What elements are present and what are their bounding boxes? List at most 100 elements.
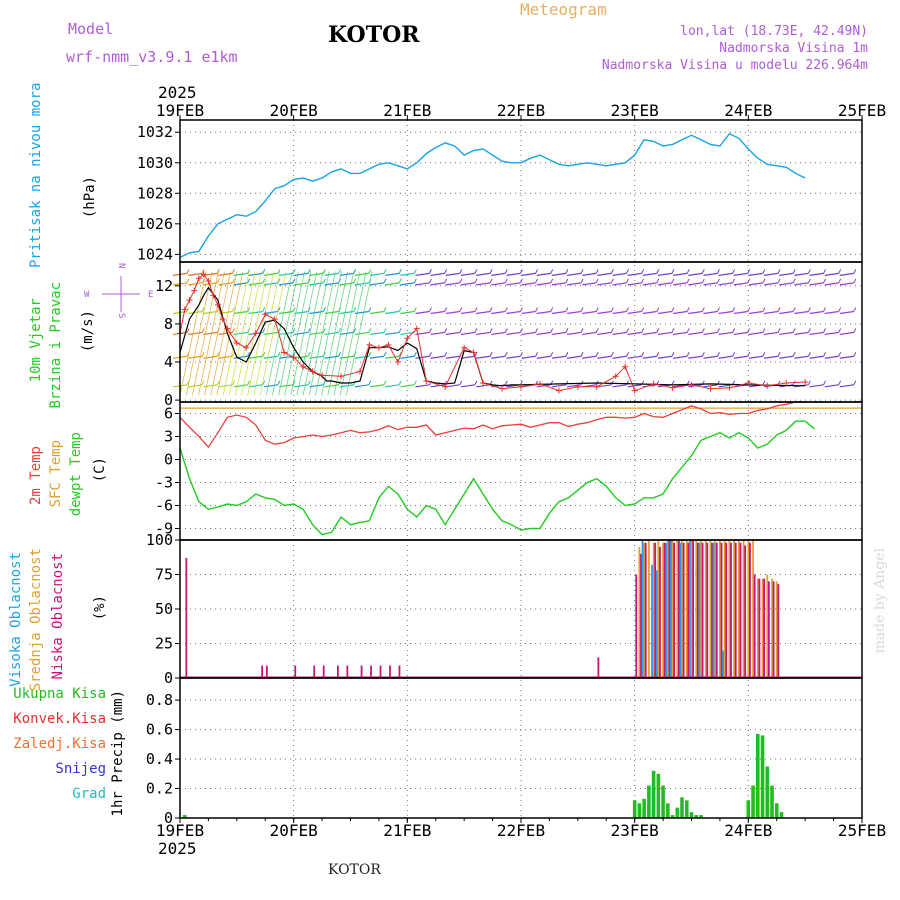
wind-barb-flag [565,278,569,284]
precip-bar [684,800,689,818]
wind-hatch [345,271,373,396]
wind-barb-flag [686,328,690,333]
wind-barb-flag [626,269,629,274]
wind-barb [415,272,430,276]
wind-barb [324,272,339,276]
gust-marker [356,368,363,375]
wind-barb [385,384,400,388]
wind-barb-flag [732,307,736,312]
wind-barb-flag [823,278,826,284]
precip-bar [647,785,651,818]
gust-marker [612,373,619,380]
wind-barb-flag [823,380,826,386]
wind-barb [612,282,627,286]
wind-barb [491,282,506,286]
wind-barb [688,355,703,359]
wind-hatch [179,271,207,396]
wind-barb [400,272,415,276]
gust-marker [366,341,373,348]
gust-marker [252,330,259,337]
wind-barb-flag [701,328,705,333]
wind-barb-flag [656,328,660,333]
wind-barb-flag [595,278,599,284]
wind-barb [521,355,536,359]
wind-barb-flag [853,352,857,357]
wind-barb [188,384,203,388]
y-tick-label-pressure: 1032 [137,123,173,141]
wind-barb-flag [626,352,629,357]
wind-barb-flag [535,352,539,357]
wind-barb-flag [353,278,357,284]
wind-barb-flag [216,380,220,386]
y-tick-label-precip: 0.6 [146,721,173,739]
y-tick-label-pressure: 1028 [137,184,173,202]
wind-barb-flag [504,352,508,357]
wind-barb [294,331,309,336]
wind-barb [612,384,627,388]
wind-barb-flag [504,328,508,333]
wind-barb-flag [610,269,614,274]
wind-barb [476,331,491,336]
wind-barb [385,355,400,359]
wind-barb [415,384,430,388]
wind-barb-flag [216,352,220,357]
wind-hatch [235,271,262,396]
wind-hatch [198,271,225,396]
wind-barb [657,282,673,286]
wind-barb [809,310,824,315]
wind-barb-flag [732,352,736,357]
wind-barb [188,310,203,315]
wind-barb-flag [610,307,614,312]
wind-barb-flag [626,278,629,284]
gust-marker [319,372,326,379]
wind-barb-flag [823,352,826,357]
wind-barb [536,331,551,336]
wind-barb-flag [807,307,811,312]
gust-marker [499,385,506,392]
wind-barb [763,272,779,276]
wind-barb [506,272,521,276]
compass-w: W [84,290,90,300]
time-tick-top: 19FEB [156,101,204,120]
wind-barb-flag [504,278,508,284]
wind-barb-flag [762,278,766,284]
wind-barb [188,282,203,286]
gust-marker [375,344,382,351]
wind-barb-flag [247,352,251,357]
wind-barb-flag [792,352,796,357]
wind-barb [279,282,294,286]
wind-barb [491,355,506,359]
wind-barb [203,331,218,336]
wind-barb [218,282,233,286]
wind-barb [642,282,657,286]
wind-barb [506,310,521,315]
wind-hatch [191,271,219,396]
wind-barb [294,355,309,359]
wind-barb [839,331,854,336]
wind-barb [294,282,309,286]
wind-barb-flag [792,278,796,284]
wind-barb [491,310,506,315]
wind-barb-flag [489,278,493,284]
wind-barb [309,282,324,286]
wind-barb-flag [262,307,266,312]
gust-marker [385,341,392,348]
wind-barb-flag [186,307,190,312]
wind-barb [506,282,521,286]
wind-barb-flag [429,352,432,357]
wind-barb [824,355,839,359]
footer-location: KOTOR [328,862,381,878]
gust-marker [555,387,562,394]
wind-barb [309,310,324,315]
wind-barb [279,310,294,315]
precip-bar [751,785,755,818]
wind-barb [445,272,460,276]
wind-barb [733,282,748,286]
precip-bar [779,812,784,818]
wind-hatch [339,271,367,396]
wind-barb [248,310,263,315]
precip-bar [746,800,751,818]
wind-barb [263,272,279,276]
wind-barb-flag [610,352,614,357]
wind-barb-flag [353,269,357,274]
